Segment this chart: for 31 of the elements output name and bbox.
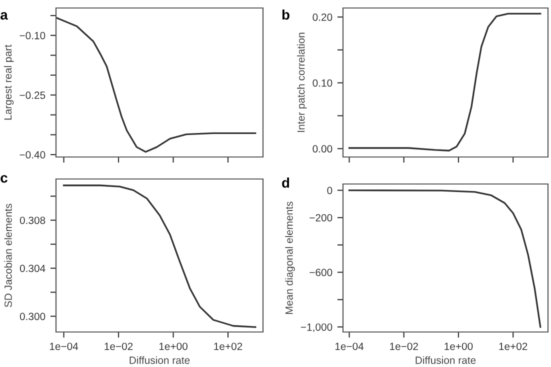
x-axis-title: Diffusion rate	[130, 356, 190, 364]
x-tick-label: 1e+02	[214, 342, 242, 350]
y-axis-title: Largest real part	[4, 44, 14, 120]
y-tick-label: 0	[327, 186, 332, 194]
x-tick-label: 1e−04	[335, 342, 364, 350]
y-tick-label: −0.40	[20, 151, 46, 158]
x-tick-label: 1e+00	[444, 342, 473, 350]
x-tick-label: 1e−02	[390, 342, 418, 350]
y-tick-label: −0.25	[20, 92, 46, 99]
chart-title: c	[0, 175, 8, 183]
chart-title: a	[0, 12, 8, 20]
chart-title: b	[282, 9, 290, 20]
x-axis-title: Diffusion rate	[416, 356, 476, 364]
y-tick-label: 0.304	[20, 264, 46, 272]
x-tick-label: 1e−02	[104, 342, 133, 350]
x-tick-label: 1e+02	[499, 342, 528, 350]
y-tick-label: −200	[310, 214, 332, 222]
y-tick-label: −600	[310, 268, 332, 276]
y-axis-title: Mean diagonal elements	[285, 202, 295, 314]
y-tick-label: 0.20	[312, 14, 332, 21]
y-tick-label: 0.10	[312, 79, 332, 87]
chart-title: d	[282, 178, 290, 188]
y-tick-label: 0.00	[312, 145, 332, 153]
y-tick-label: 0.308	[20, 216, 46, 224]
y-axis-title: Inter patch correlation	[297, 32, 307, 132]
y-tick-label: 0.300	[20, 312, 46, 320]
y-tick-label: −1,000	[300, 323, 332, 332]
y-tick-label: −0.10	[20, 32, 46, 40]
y-axis-title: SD Jacobian elements	[4, 204, 12, 308]
x-tick-label: 1e+00	[159, 342, 188, 350]
x-tick-label: 1e−04	[50, 342, 78, 350]
